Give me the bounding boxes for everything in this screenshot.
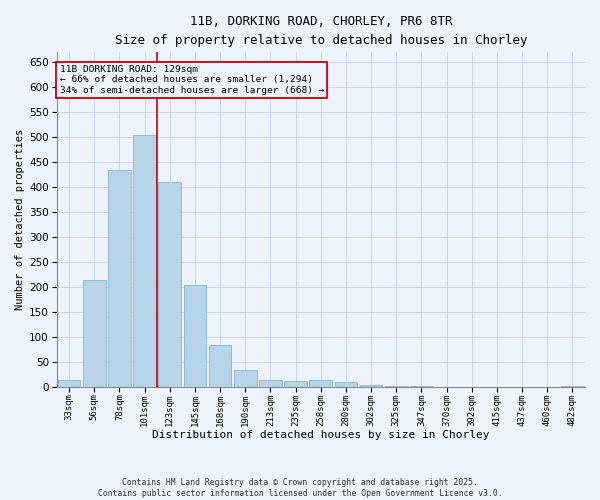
Title: 11B, DORKING ROAD, CHORLEY, PR6 8TR
Size of property relative to detached houses: 11B, DORKING ROAD, CHORLEY, PR6 8TR Size…: [115, 15, 527, 47]
Bar: [435, 387, 458, 388]
Bar: [335, 382, 357, 388]
Bar: [133, 135, 156, 388]
Bar: [158, 182, 181, 388]
Bar: [360, 385, 382, 388]
Text: Contains HM Land Registry data © Crown copyright and database right 2025.
Contai: Contains HM Land Registry data © Crown c…: [98, 478, 502, 498]
Bar: [284, 381, 307, 388]
X-axis label: Distribution of detached houses by size in Chorley: Distribution of detached houses by size …: [152, 430, 490, 440]
Bar: [234, 370, 257, 388]
Bar: [58, 380, 80, 388]
Y-axis label: Number of detached properties: Number of detached properties: [15, 129, 25, 310]
Bar: [83, 280, 106, 388]
Bar: [108, 170, 131, 388]
Bar: [259, 380, 282, 388]
Text: 11B DORKING ROAD: 129sqm
← 66% of detached houses are smaller (1,294)
34% of sem: 11B DORKING ROAD: 129sqm ← 66% of detach…: [59, 65, 324, 94]
Bar: [385, 386, 407, 388]
Bar: [310, 380, 332, 388]
Bar: [561, 386, 584, 388]
Bar: [410, 386, 433, 388]
Bar: [209, 345, 232, 388]
Bar: [184, 285, 206, 388]
